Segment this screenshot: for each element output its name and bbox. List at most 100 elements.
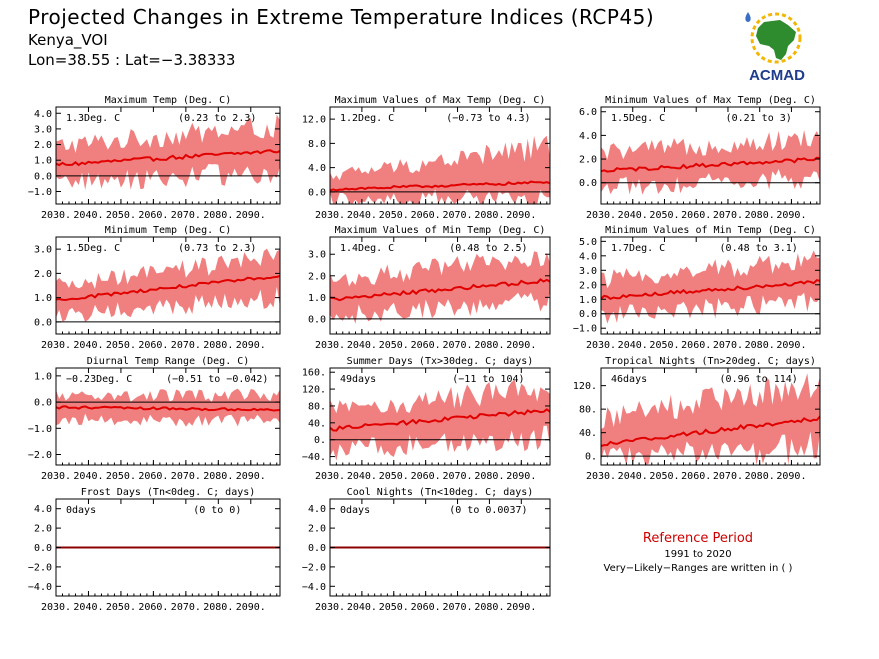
y-tick-label: 0.0 (308, 314, 326, 325)
y-tick-label: 0.0 (579, 309, 597, 320)
y-tick-label: 3.0 (34, 245, 52, 256)
summary-value: 1.7Deg. C (611, 243, 665, 254)
likely-range: (0.21 to 3) (726, 113, 792, 124)
x-tick-label: 2040. (73, 210, 103, 221)
y-tick-label: 0.0 (34, 317, 52, 328)
y-tick-label: 40. (579, 428, 597, 439)
y-tick-label: −40. (302, 452, 326, 463)
reference-note: Very−Likely−Ranges are written in ( ) (603, 563, 793, 574)
plot-frame (329, 367, 551, 466)
likely-range: (−0.51 to −0.042) (166, 374, 268, 385)
y-tick-label: 0. (585, 452, 597, 463)
y-tick-label: 40. (308, 418, 326, 429)
y-tick-label: 2.0 (308, 524, 326, 535)
y-tick-label: 1.0 (34, 156, 52, 167)
likely-range: (0 to 0) (193, 505, 241, 516)
likely-range: (0.48 to 3.1) (720, 243, 798, 254)
x-tick-label: 2040. (347, 340, 377, 351)
median-line (600, 279, 821, 301)
chart-panel-5: 0.0 1.0 2.0 3.0 2030. 2040. 2050. 2060. 2070. 208… (308, 225, 551, 351)
header: Projected Changes in Extreme Temperature… (28, 4, 654, 70)
coordinates-label: Lon=38.55 : Lat=−3.38333 (28, 51, 236, 69)
median-line (329, 408, 551, 432)
chart-title: Summer Days (Tx>30deg. C; days) (347, 356, 534, 367)
y-tick-label: 2.0 (34, 269, 52, 280)
y-tick-label: −1.0 (28, 424, 52, 435)
y-tick-label: −2.0 (28, 450, 52, 461)
x-tick-label: 2060. (138, 602, 168, 613)
y-tick-label: 0.0 (308, 187, 326, 198)
y-tick-label: 4.0 (579, 251, 597, 262)
median-line (329, 180, 551, 192)
likely-range: (−11 to 104) (452, 374, 524, 385)
x-tick-label: 2060. (411, 340, 441, 351)
x-tick-label: 2080. (203, 471, 233, 482)
y-tick-label: 4.0 (308, 163, 326, 174)
x-tick-label: 2090. (236, 471, 266, 482)
uncertainty-band (56, 114, 280, 190)
location-label: Kenya_VOI (28, 31, 108, 49)
plot-frame (55, 236, 281, 335)
page-title: Projected Changes in Extreme Temperature… (28, 5, 655, 29)
x-tick-label: 2080. (745, 471, 775, 482)
chart-title: Frost Days (Tn<0deg. C; days) (81, 487, 256, 498)
summary-value: 1.4Deg. C (340, 243, 394, 254)
x-tick-label: 2030. (315, 210, 345, 221)
x-tick-label: 2030. (586, 210, 616, 221)
y-tick-label: 2.0 (34, 140, 52, 151)
x-tick-label: 2090. (776, 210, 806, 221)
y-tick-label: 0. (314, 435, 326, 446)
summary-value: −0.23Deg. C (66, 374, 132, 385)
x-tick-label: 2030. (315, 471, 345, 482)
chart-panel-4: 0.0 1.0 2.0 3.0 2030. 2040. 2050. 2060. 2070. 208… (34, 225, 281, 351)
x-tick-label: 2080. (203, 340, 233, 351)
x-tick-label: 2080. (203, 602, 233, 613)
x-tick-label: 2070. (442, 602, 472, 613)
chart-title: Maximum Values of Min Temp (Deg. C) (335, 225, 546, 236)
y-tick-label: 1.0 (308, 293, 326, 304)
uncertainty-band (330, 251, 550, 324)
chart-panel-8: −40. 0. 40. 80. 120. 160. 2030. 2040. 2050. 2060.… (302, 356, 551, 482)
plot-frame (55, 106, 281, 205)
x-tick-label: 2040. (73, 602, 103, 613)
uncertainty-band (601, 250, 820, 324)
y-tick-label: 6.0 (579, 107, 597, 118)
plot-frame (600, 367, 821, 466)
chart-title: Minimum Values of Min Temp (Deg. C) (605, 225, 816, 236)
x-tick-label: 2070. (171, 210, 201, 221)
y-tick-label: 0.0 (579, 178, 597, 189)
x-tick-label: 2090. (236, 602, 266, 613)
x-tick-label: 2060. (411, 210, 441, 221)
y-tick-label: 2.0 (34, 524, 52, 535)
y-tick-label: 4.0 (308, 504, 326, 515)
x-tick-label: 2050. (649, 471, 679, 482)
summary-value: 1.3Deg. C (66, 113, 120, 124)
uncertainty-band (601, 373, 820, 465)
chart-panel-11: −4.0 −2.0 0.0 2.0 4.0 2030. 2040. 2050. 2060. 207… (302, 487, 551, 613)
plot-frame (600, 236, 821, 335)
median-line (600, 156, 821, 173)
drop-icon (745, 12, 751, 22)
x-tick-label: 2040. (618, 340, 648, 351)
x-tick-label: 2090. (506, 471, 536, 482)
x-tick-label: 2030. (41, 210, 71, 221)
x-tick-label: 2070. (713, 471, 743, 482)
x-tick-label: 2040. (347, 471, 377, 482)
x-tick-label: 2060. (138, 340, 168, 351)
chart-title: Minimum Temp (Deg. C) (105, 225, 231, 236)
chart-title: Diurnal Temp Range (Deg. C) (87, 356, 250, 367)
median-line (55, 405, 281, 412)
x-tick-label: 2070. (171, 471, 201, 482)
y-tick-label: −1.0 (573, 324, 597, 335)
x-tick-label: 2060. (681, 340, 711, 351)
x-tick-label: 2050. (649, 340, 679, 351)
summary-value: 46days (611, 374, 647, 385)
x-tick-label: 2090. (236, 210, 266, 221)
y-tick-label: 8.0 (308, 139, 326, 150)
y-tick-label: 4.0 (34, 504, 52, 515)
summary-value: 1.2Deg. C (340, 113, 394, 124)
x-tick-label: 2030. (41, 602, 71, 613)
x-tick-label: 2040. (618, 471, 648, 482)
likely-range: (−0.73 to 4.3) (446, 113, 530, 124)
